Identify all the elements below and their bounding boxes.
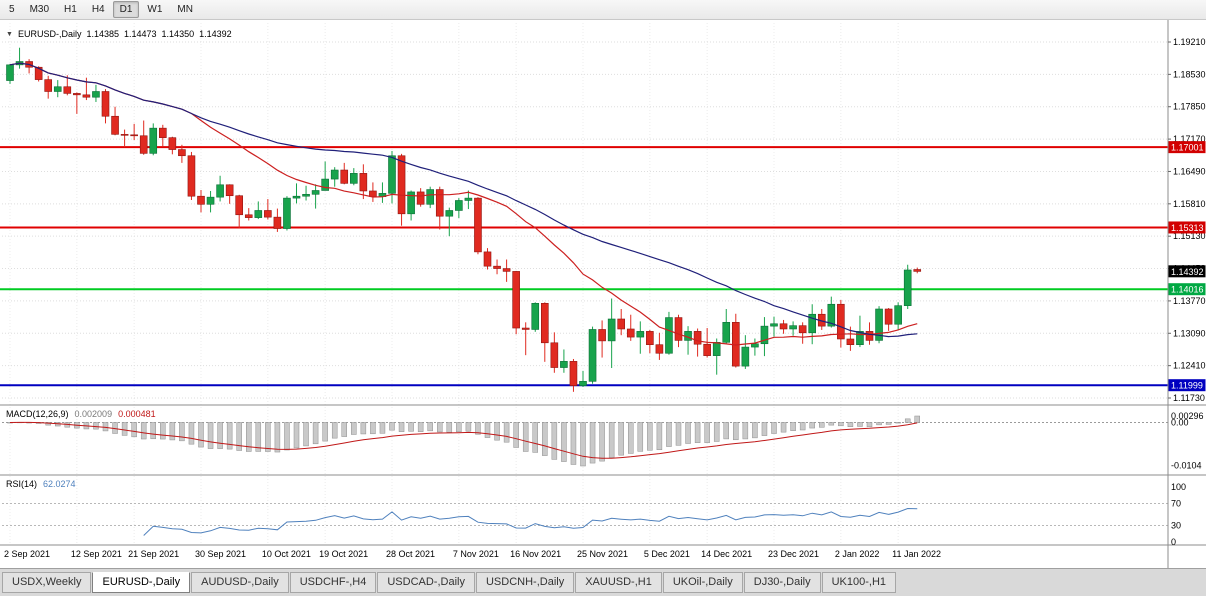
price-gridlines	[2, 41, 1168, 399]
symbol-dropdown-icon[interactable]: ▼	[6, 30, 13, 38]
macd-signal-value: 0.000481	[118, 409, 156, 419]
svg-text:1.16490: 1.16490	[1173, 166, 1206, 176]
svg-text:1.13090: 1.13090	[1173, 328, 1206, 338]
svg-text:1.17001: 1.17001	[1171, 143, 1204, 153]
chart-tab-usdcad[interactable]: USDCAD-,Daily	[377, 572, 475, 593]
timeframe-button-m30[interactable]: M30	[29, 4, 50, 15]
vertical-gridlines	[9, 23, 899, 545]
macd-name: MACD(12,26,9)	[6, 409, 69, 419]
rsi-name: RSI(14)	[6, 479, 38, 489]
svg-text:5 Dec 2021: 5 Dec 2021	[644, 549, 690, 559]
svg-text:70: 70	[1171, 499, 1181, 509]
svg-text:1.17850: 1.17850	[1173, 102, 1206, 112]
timeframe-button-d1[interactable]: D1	[112, 1, 140, 18]
svg-text:0.00: 0.00	[1171, 417, 1189, 427]
svg-text:1.11999: 1.11999	[1171, 381, 1203, 391]
svg-text:1.15810: 1.15810	[1173, 199, 1206, 209]
svg-text:23 Dec 2021: 23 Dec 2021	[768, 549, 819, 559]
svg-text:12 Sep 2021: 12 Sep 2021	[71, 549, 122, 559]
svg-text:2 Sep 2021: 2 Sep 2021	[4, 549, 50, 559]
chart-tab-usdchf[interactable]: USDCHF-,H4	[289, 572, 377, 593]
svg-text:14 Dec 2021: 14 Dec 2021	[701, 549, 752, 559]
svg-text:25 Nov 2021: 25 Nov 2021	[577, 549, 628, 559]
rsi-indicator-label: RSI(14) 62.0274	[6, 479, 76, 489]
svg-text:100: 100	[1171, 482, 1186, 492]
svg-text:1.18530: 1.18530	[1173, 69, 1206, 79]
svg-text:10 Oct 2021: 10 Oct 2021	[262, 549, 311, 559]
symbol-timeframe-label: EURUSD-,Daily	[17, 29, 82, 39]
rsi-value: 62.0274	[43, 479, 76, 489]
chart-tab-xauusd[interactable]: XAUUSD-,H1	[575, 572, 662, 593]
svg-text:16 Nov 2021: 16 Nov 2021	[510, 549, 561, 559]
quote-open: 1.14385	[86, 29, 119, 39]
quote-low: 1.14350	[161, 29, 195, 39]
chart-background	[0, 20, 1206, 568]
timeframe-button-w1[interactable]: W1	[147, 4, 163, 15]
timeframe-button-5[interactable]: 5	[9, 4, 15, 15]
quote-high: 1.14473	[124, 29, 157, 39]
svg-text:19 Oct 2021: 19 Oct 2021	[319, 549, 368, 559]
chart-tab-usdcnh[interactable]: USDCNH-,Daily	[475, 572, 575, 593]
svg-text:1.14016: 1.14016	[1171, 285, 1204, 295]
timeframe-button-mn[interactable]: MN	[177, 4, 193, 15]
chart-tab-audusd[interactable]: AUDUSD-,Daily	[191, 572, 289, 593]
svg-text:1.19210: 1.19210	[1173, 37, 1206, 47]
timeframe-button-h1[interactable]: H1	[64, 4, 77, 15]
macd-main-value: 0.002009	[74, 409, 113, 419]
moving-averages-layer	[9, 62, 918, 346]
svg-text:1.13770: 1.13770	[1173, 296, 1206, 306]
svg-text:30: 30	[1171, 521, 1181, 531]
svg-text:0: 0	[1171, 537, 1176, 547]
svg-text:1.11730: 1.11730	[1173, 393, 1205, 403]
chart-tab-eurusd[interactable]: EURUSD-,Daily	[92, 572, 191, 593]
svg-text:1.14392: 1.14392	[1171, 267, 1204, 277]
rsi-line	[143, 507, 918, 536]
svg-text:21 Sep 2021: 21 Sep 2021	[128, 549, 179, 559]
macd-indicator-label: MACD(12,26,9) 0.002009 0.000481	[6, 409, 156, 419]
svg-text:30 Sep 2021: 30 Sep 2021	[195, 549, 246, 559]
chart-title: ▼ EURUSD-,Daily 1.14385 1.14473 1.14350 …	[6, 29, 232, 39]
horizontal-level-lines	[0, 146, 1168, 387]
svg-text:1.17170: 1.17170	[1173, 134, 1206, 144]
svg-text:28 Oct 2021: 28 Oct 2021	[386, 549, 435, 559]
svg-text:1.15130: 1.15130	[1173, 231, 1206, 241]
svg-text:-0.0104: -0.0104	[1171, 461, 1202, 471]
time-axis-labels: 2 Sep 2021 12 Sep 2021 21 Sep 2021 30 Sep 2…	[4, 549, 941, 559]
chart-tab-bar: USDX,Weekly EURUSD-,Daily AUDUSD-,Daily USD…	[0, 568, 1206, 596]
timeframe-button-h4[interactable]: H4	[91, 4, 105, 15]
chart-tab-usdx[interactable]: USDX,Weekly	[2, 572, 92, 593]
svg-text:1.12410: 1.12410	[1173, 361, 1206, 371]
chart-window: 0.00296 0.00 -0.0104 100 70 30 0 1.19210 1.18530…	[0, 20, 1206, 568]
chart-tab-uk100[interactable]: UK100-,H1	[821, 572, 897, 593]
svg-text:2 Jan 2022: 2 Jan 2022	[835, 549, 880, 559]
candles-layer	[6, 47, 922, 392]
svg-text:7 Nov 2021: 7 Nov 2021	[453, 549, 499, 559]
svg-text:11 Jan 2022: 11 Jan 2022	[892, 549, 941, 559]
macd-histogram	[7, 415, 920, 467]
svg-text:0.00296: 0.00296	[1171, 411, 1204, 421]
chart-tab-dj30[interactable]: DJ30-,Daily	[743, 572, 821, 593]
quote-close: 1.14392	[199, 29, 232, 39]
svg-text:1.15313: 1.15313	[1171, 223, 1204, 233]
chart-tab-ukoil[interactable]: UKOil-,Daily	[662, 572, 743, 593]
price-marker-labels: 1.17001 1.15313 1.14392 1.14016 1.11999	[1168, 141, 1206, 392]
ma-line-40	[9, 62, 918, 338]
timeframe-toolbar: 5 M30 H1 H4 D1 W1 MN	[0, 0, 1206, 20]
macd-signal-line	[9, 421, 918, 459]
